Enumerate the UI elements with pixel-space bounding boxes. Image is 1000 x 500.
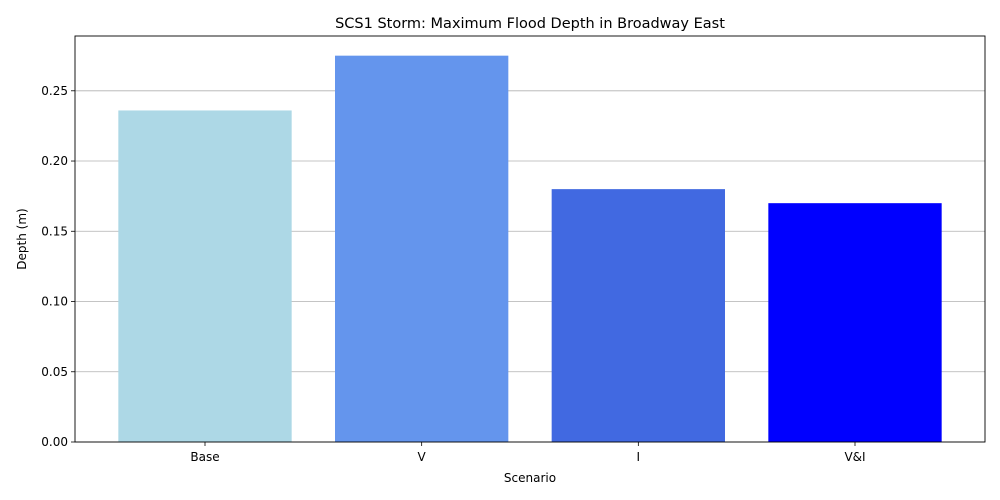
chart-title: SCS1 Storm: Maximum Flood Depth in Broad…	[335, 16, 725, 32]
bar-2	[335, 55, 509, 443]
bar-3	[551, 189, 725, 442]
bar-4	[768, 203, 942, 442]
axes: 0.00 0.05 0.10 0.15 0.20 0.25 Base V I V&I	[41, 35, 986, 464]
y-tick-label: 0.25	[41, 84, 68, 98]
x-tick-label: V&I	[844, 450, 865, 464]
y-tick-label: 0.00	[41, 435, 68, 449]
y-axis-title: Depth (m)	[15, 208, 29, 269]
x-tick-label: I	[637, 450, 641, 464]
x-tick-label: V	[418, 450, 427, 464]
x-axis-title: Scenario	[504, 471, 556, 485]
plot-frame	[74, 35, 986, 443]
y-tick-label: 0.20	[41, 154, 68, 168]
y-tick-label: 0.05	[41, 365, 68, 379]
y-tick-label: 0.15	[41, 224, 68, 238]
bar-1	[118, 110, 292, 442]
y-tick-label: 0.10	[41, 295, 68, 309]
x-tick-label: Base	[190, 450, 219, 464]
bars	[118, 55, 942, 443]
